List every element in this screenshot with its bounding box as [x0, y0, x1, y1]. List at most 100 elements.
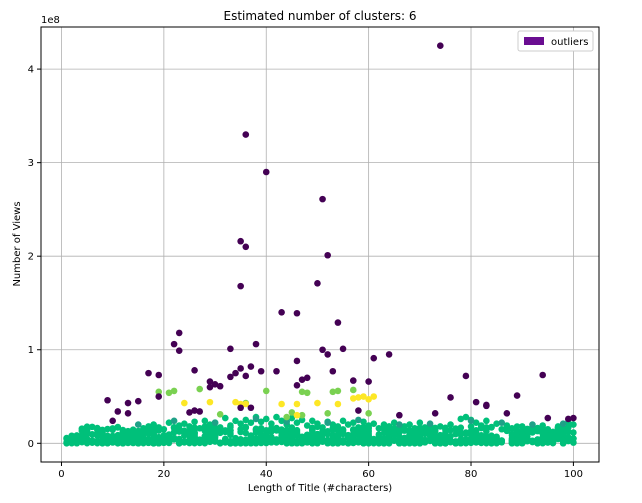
- scatter-point: [329, 367, 337, 375]
- scatter-point-dense: [268, 433, 275, 441]
- scatter-point-dense: [175, 428, 183, 435]
- scatter-point-dense: [416, 439, 424, 447]
- scatter-point: [186, 430, 193, 438]
- scatter-point-dense: [293, 439, 301, 447]
- scatter-point-dense: [221, 428, 229, 436]
- scatter-point: [293, 381, 301, 389]
- scatter-point: [349, 419, 357, 427]
- scatter-point: [99, 435, 106, 442]
- scatter-point-dense: [452, 439, 459, 447]
- scatter-point: [134, 397, 142, 405]
- scatter-point: [365, 422, 372, 429]
- scatter-point: [293, 419, 301, 427]
- scatter-point-dense: [252, 425, 260, 433]
- scatter-point: [227, 345, 234, 353]
- scatter-point: [181, 399, 188, 407]
- scatter-point-dense: [134, 439, 142, 447]
- scatter-point-dense: [247, 439, 255, 447]
- legend-label-outliers: outliers: [551, 37, 588, 48]
- scatter-point: [437, 423, 444, 430]
- y-tick-label: 0: [28, 439, 34, 450]
- scatter-point: [283, 418, 291, 426]
- scatter-point: [570, 421, 577, 428]
- scatter-point: [196, 408, 203, 415]
- scatter-point-dense: [227, 429, 234, 437]
- scatter-point: [293, 357, 301, 365]
- scatter-point-dense: [268, 425, 275, 433]
- scatter-point: [493, 433, 500, 441]
- scatter-point-dense: [462, 430, 470, 437]
- scatter-point: [247, 363, 255, 370]
- scatter-point-dense: [155, 439, 163, 447]
- scatter-point: [201, 436, 209, 443]
- scatter-point: [488, 438, 495, 445]
- scatter-point: [232, 417, 239, 425]
- scatter-point: [355, 394, 362, 401]
- scatter-point: [344, 421, 352, 428]
- scatter-point-dense: [462, 436, 470, 443]
- scatter-point: [339, 417, 347, 425]
- scatter-point-dense: [140, 436, 147, 444]
- scatter-point: [549, 428, 557, 436]
- scatter-point-dense: [201, 424, 209, 432]
- scatter-point-dense: [329, 431, 337, 439]
- scatter-point-dense: [303, 432, 311, 439]
- scatter-point-dense: [360, 436, 367, 444]
- scatter-point: [242, 243, 250, 251]
- scatter-point-dense: [518, 429, 526, 436]
- scatter-point: [452, 425, 459, 433]
- scatter-point: [129, 426, 137, 434]
- scatter-point-dense: [401, 439, 408, 447]
- y-tick-label: 3: [28, 158, 34, 169]
- y-axis-label: Number of Views: [12, 201, 23, 286]
- scatter-point: [319, 346, 326, 354]
- scatter-point: [349, 377, 357, 384]
- scatter-point: [211, 433, 219, 441]
- scatter-point: [160, 432, 168, 440]
- scatter-point-dense: [437, 433, 444, 441]
- scatter-point: [206, 398, 214, 406]
- scatter-point: [324, 351, 331, 358]
- scatter-point: [554, 423, 562, 430]
- scatter-point: [416, 419, 424, 427]
- scatter-point: [472, 419, 480, 427]
- legend-box: [517, 30, 594, 52]
- scatter-point: [206, 421, 214, 428]
- scatter-point: [232, 439, 239, 446]
- scatter-point: [232, 398, 239, 406]
- scatter-point: [334, 423, 342, 430]
- scatter-point-dense: [477, 437, 485, 445]
- scatter-point-dense: [467, 423, 475, 430]
- scatter-point: [252, 435, 260, 442]
- scatter-point: [150, 421, 157, 428]
- scatter-point: [334, 319, 342, 326]
- scatter-point: [140, 425, 147, 432]
- scatter-point-dense: [329, 437, 337, 445]
- scatter-point: [442, 425, 449, 432]
- scatter-point: [534, 427, 541, 435]
- scatter-point-dense: [396, 433, 403, 441]
- scatter-point: [206, 383, 214, 391]
- scatter-point: [406, 421, 413, 428]
- scatter-point: [257, 418, 265, 426]
- scatter-point: [355, 436, 362, 443]
- scatter-point-dense: [406, 428, 413, 436]
- scatter-point-dense: [78, 425, 86, 432]
- scatter-point: [273, 367, 280, 375]
- scatter-point-dense: [288, 438, 296, 445]
- scatter-point: [165, 419, 173, 427]
- y-tick-label: 4: [28, 65, 34, 76]
- scatter-point-dense: [370, 437, 378, 445]
- scatter-point: [124, 410, 132, 417]
- scatter-point-dense: [73, 433, 81, 440]
- scatter-point: [396, 411, 403, 419]
- y-axis-multiplier: 1e8: [41, 15, 60, 26]
- scatter-point-dense: [396, 439, 403, 447]
- scatter-point: [298, 376, 306, 383]
- scatter-point: [385, 423, 393, 430]
- scatter-point: [303, 389, 311, 397]
- scatter-point: [155, 388, 163, 396]
- scatter-point-dense: [262, 437, 270, 444]
- scatter-point: [518, 423, 526, 430]
- scatter-point: [431, 410, 439, 417]
